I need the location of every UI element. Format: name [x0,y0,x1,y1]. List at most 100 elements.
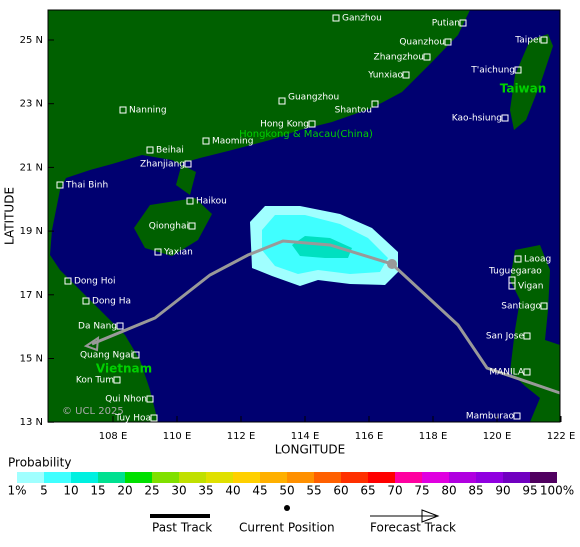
place-marker [513,412,521,420]
luzon [510,245,560,422]
colorbar-cell [476,472,503,483]
place-label: Zhangzhou [374,53,424,63]
mainland [48,10,470,422]
legend-item: Current Position [239,521,335,535]
colorbar-label: 30 [171,484,186,498]
colorbar-label: 1% [7,484,26,498]
place-marker [184,160,192,168]
place-label: Mamburao [466,412,515,422]
place-marker [508,282,516,290]
x-tick-label: 118 E [419,431,448,442]
copyright: © UCL 2025 [62,406,124,417]
colorbar: 1% 5 10 15 20 25 30 35 40 45 50 55 60 65 70 75 80 85 90 95 1… [7,472,574,498]
place-marker [540,36,548,44]
x-tick-label: 112 E [227,431,256,442]
colorbar-cell [530,472,557,483]
colorbar-label: 5 [40,484,48,498]
place-marker [371,100,379,108]
place-marker [444,38,452,46]
colorbar-label: 95 [522,484,537,498]
place-label: Beihai [156,146,184,156]
place-marker [540,302,548,310]
place-label: Guangzhou [288,93,339,103]
legend-title: Probability [8,456,71,470]
place-label: T'aichung [470,66,515,76]
taiwan [510,34,553,130]
y-tick-label: 19 N [20,226,43,237]
colorbar-cell [287,472,314,483]
place-marker [514,255,522,263]
place-marker [64,277,72,285]
place-label: Kon Tum [76,376,114,386]
place-marker [332,14,340,22]
place-label: Haikou [196,197,227,207]
place-label: Putian [432,19,460,29]
place-label: Zhanjiang [140,160,185,170]
y-tick-label: 23 N [20,99,43,110]
place-marker [423,53,431,61]
colorbar-label: 85 [468,484,483,498]
x-axis-label: LONGITUDE [275,443,345,457]
forecast-track [390,262,561,395]
place-marker [308,120,316,128]
places: Ganzhou Putian Quanzhou Taipei Zhangzhou Yunx… [56,14,551,424]
place-marker [402,71,410,79]
place-marker [459,19,467,27]
prob-15 [292,236,352,258]
place-marker [514,66,522,74]
place-label: San Jose [486,332,525,342]
place-label: Da Nang [78,322,117,332]
colorbar-cell [422,472,449,483]
place-label: Dong Ha [92,297,131,307]
x-tick-label: 114 E [291,431,320,442]
place-marker [154,248,162,256]
place-marker [523,368,531,376]
colorbar-cell [206,472,233,483]
place-label: Tuguegarao [488,267,542,277]
place-marker [119,106,127,114]
place-marker [146,395,154,403]
place-marker [278,97,286,105]
place-label: Qionghai [149,222,189,232]
place-label: Hong Kong [260,120,309,130]
colorbar-cell [125,472,152,483]
place-label: Nanning [129,106,167,116]
colorbar-label: 45 [252,484,267,498]
region-label: Vietnam [96,362,152,376]
colorbar-cell [341,472,368,483]
colorbar-cell [71,472,98,483]
legend-item: Forecast Track [370,521,456,535]
colorbar-label: 60 [333,484,348,498]
place-label: Santiago [501,302,541,312]
place-marker [150,414,158,422]
colorbar-cell [98,472,125,483]
place-label: Shantou [335,106,372,116]
place-label: Maoming [212,137,253,147]
place-label: Tuy Hoa [114,414,151,424]
colorbar-label: 40 [225,484,240,498]
place-marker [501,114,509,122]
place-label: Kao-hsiung [452,114,502,124]
y-tick-label: 15 N [20,354,43,365]
place-label: Dong Hoi [74,277,116,287]
y-tick-label: 13 N [20,417,43,428]
y-tick-label: 21 N [20,162,43,173]
colorbar-cell [179,472,206,483]
map-frame [47,9,561,423]
place-marker [186,197,194,205]
place-marker [82,297,90,305]
place-marker [113,376,121,384]
region-label: Hongkong & Macau(China) [239,129,373,140]
place-label: Laoag [524,255,551,265]
colorbar-label: 70 [387,484,402,498]
legend-item: Past Track [152,521,212,535]
place-marker [146,146,154,154]
x-tick-label: 116 E [355,431,384,442]
y-tick-label: 25 N [20,35,43,46]
colorbar-cell [314,472,341,483]
hainan [134,198,212,256]
colorbar-cell [260,472,287,483]
place-label: Thai Binh [65,181,108,191]
colorbar-label: 15 [90,484,105,498]
place-label: MANILA [489,368,525,378]
